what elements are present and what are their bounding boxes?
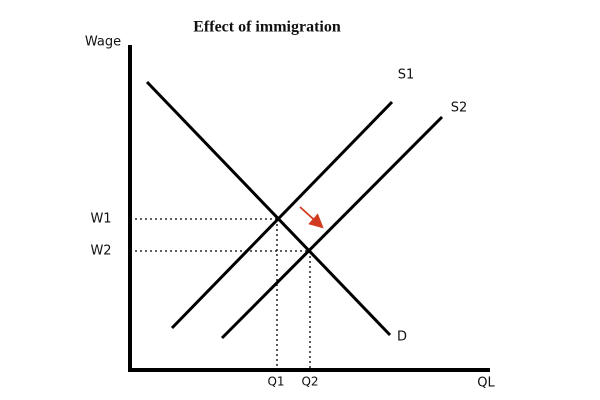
shift-arrow	[299, 206, 324, 229]
wage-label: W1	[90, 212, 111, 227]
wage-label: W2	[90, 244, 111, 259]
title: Effect of immigration	[193, 19, 341, 36]
supply-curve	[170, 100, 394, 330]
y-axis-label: Wage	[85, 35, 121, 50]
demand-curve	[145, 80, 392, 337]
curve-label: S2	[451, 101, 468, 116]
quantity-label: Q2	[301, 375, 318, 389]
x-axis-label: QL	[477, 376, 495, 391]
curve-label: S1	[398, 68, 415, 83]
supply-curve	[220, 115, 444, 340]
curve-label: D	[397, 330, 407, 345]
quantity-label: Q1	[267, 375, 284, 389]
